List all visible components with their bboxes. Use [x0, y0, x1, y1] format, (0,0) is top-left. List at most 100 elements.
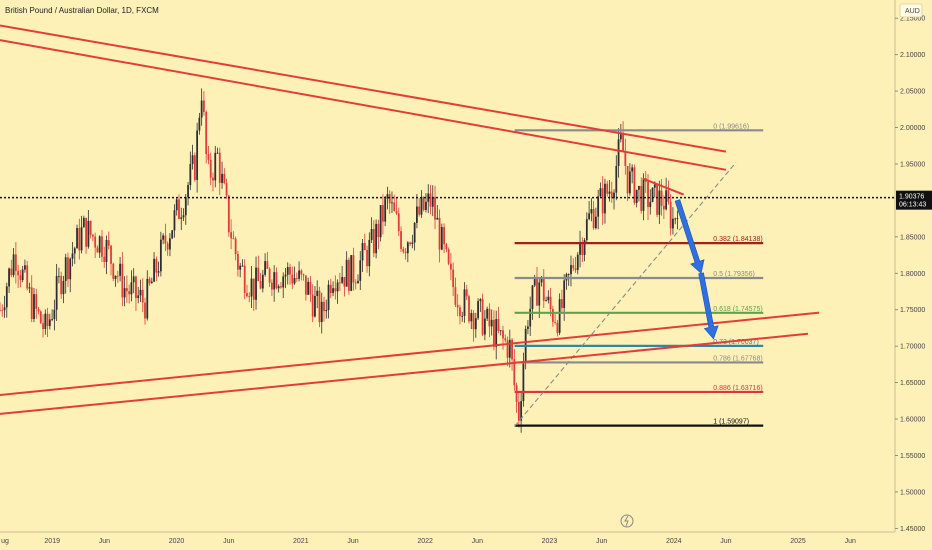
candle-body — [110, 245, 112, 264]
candle-body — [610, 191, 613, 199]
candle-body — [241, 265, 244, 267]
candle-body — [445, 244, 448, 250]
candle-body — [388, 194, 391, 204]
candle-body — [413, 222, 416, 243]
candle-body — [189, 164, 192, 186]
candle-body — [515, 385, 518, 402]
currency-box[interactable] — [899, 3, 923, 18]
y-tick-label: 1.60000 — [900, 417, 925, 424]
candle-body — [218, 152, 221, 183]
candle-body — [343, 277, 346, 287]
candle-body — [259, 281, 262, 289]
candle-body — [576, 254, 579, 270]
candle-body — [447, 249, 450, 264]
candle-body — [567, 274, 570, 275]
candle-body — [626, 166, 629, 194]
candle-body — [604, 183, 606, 214]
candle-body — [73, 248, 76, 254]
candle-body — [17, 270, 20, 276]
candle-body — [574, 268, 577, 270]
candle-body — [619, 134, 622, 140]
candle-body — [397, 213, 400, 232]
trendline[interactable] — [0, 332, 809, 415]
candle-body — [495, 319, 498, 347]
candle-body — [382, 205, 384, 222]
candle-body — [617, 139, 620, 166]
candle-body — [282, 276, 285, 288]
candle-body — [105, 239, 108, 262]
candle-body — [89, 221, 92, 235]
candle-body — [5, 286, 8, 308]
candle-body — [642, 178, 645, 211]
candle-body — [0, 309, 1, 311]
candle-body — [357, 280, 359, 284]
candle-body — [130, 282, 133, 295]
candle-body — [187, 185, 189, 198]
trendline[interactable] — [0, 311, 820, 396]
candle-body — [667, 190, 670, 202]
candle-body — [488, 308, 491, 327]
candle-body — [536, 277, 538, 306]
candle-body — [157, 271, 160, 273]
candle-body — [502, 330, 504, 339]
trendline[interactable] — [642, 177, 685, 196]
candle-body — [556, 322, 559, 333]
candle-body — [581, 242, 584, 255]
candle-body — [320, 301, 323, 323]
candle-body — [12, 254, 15, 276]
candle-body — [307, 281, 310, 295]
candle-body — [96, 247, 99, 253]
candle-body — [672, 218, 674, 229]
candle-body — [545, 300, 547, 302]
candle-body — [107, 239, 110, 246]
candle-body — [386, 194, 389, 199]
candle-body — [411, 242, 414, 244]
candle-body — [454, 287, 457, 305]
fib-level-label: 0.618 (1.74575) — [713, 306, 762, 313]
dashed-trendline[interactable] — [514, 162, 737, 427]
candle-body — [662, 205, 665, 210]
y-tick-label: 1.85000 — [900, 234, 925, 241]
candle-body — [628, 171, 631, 194]
candle-body — [481, 299, 484, 335]
candle-body — [60, 275, 63, 295]
candle-body — [252, 278, 255, 300]
projection-arrow[interactable] — [674, 199, 705, 274]
candle-body — [400, 231, 402, 249]
candle-body — [477, 301, 479, 319]
price-axis[interactable] — [895, 0, 932, 550]
fib-level-label: 0 (1.99616) — [713, 123, 749, 130]
candle-body — [613, 192, 615, 199]
candle-body — [230, 232, 233, 239]
candle-body — [350, 255, 353, 291]
candle-body — [125, 288, 128, 292]
projection-arrow[interactable] — [698, 272, 719, 340]
candle-body — [284, 274, 287, 277]
candle-body — [638, 185, 640, 190]
trendline[interactable] — [0, 39, 727, 171]
candle-body — [85, 217, 87, 247]
time-axis[interactable] — [0, 532, 895, 550]
candle-body — [166, 243, 169, 250]
y-tick-label: 1.80000 — [900, 271, 925, 278]
candle-body — [635, 189, 638, 203]
candle-body — [173, 210, 176, 231]
currency-label: AUD — [905, 8, 920, 15]
candle-body — [275, 272, 278, 289]
candle-body — [529, 308, 532, 327]
candle-body — [329, 284, 332, 293]
candle-body — [551, 308, 554, 322]
trendline[interactable] — [0, 24, 727, 153]
candle-body — [39, 311, 42, 324]
candle-body — [46, 313, 49, 327]
candle-body — [216, 152, 219, 154]
x-tick-label: 2022 — [417, 538, 433, 545]
x-tick-label: Jun — [720, 538, 731, 545]
lightning-icon[interactable] — [620, 514, 634, 528]
candle-body — [221, 173, 223, 183]
y-tick-label: 2.10000 — [900, 52, 925, 59]
candle-body — [599, 188, 602, 197]
candle-body — [527, 326, 529, 329]
candle-body — [193, 155, 196, 180]
